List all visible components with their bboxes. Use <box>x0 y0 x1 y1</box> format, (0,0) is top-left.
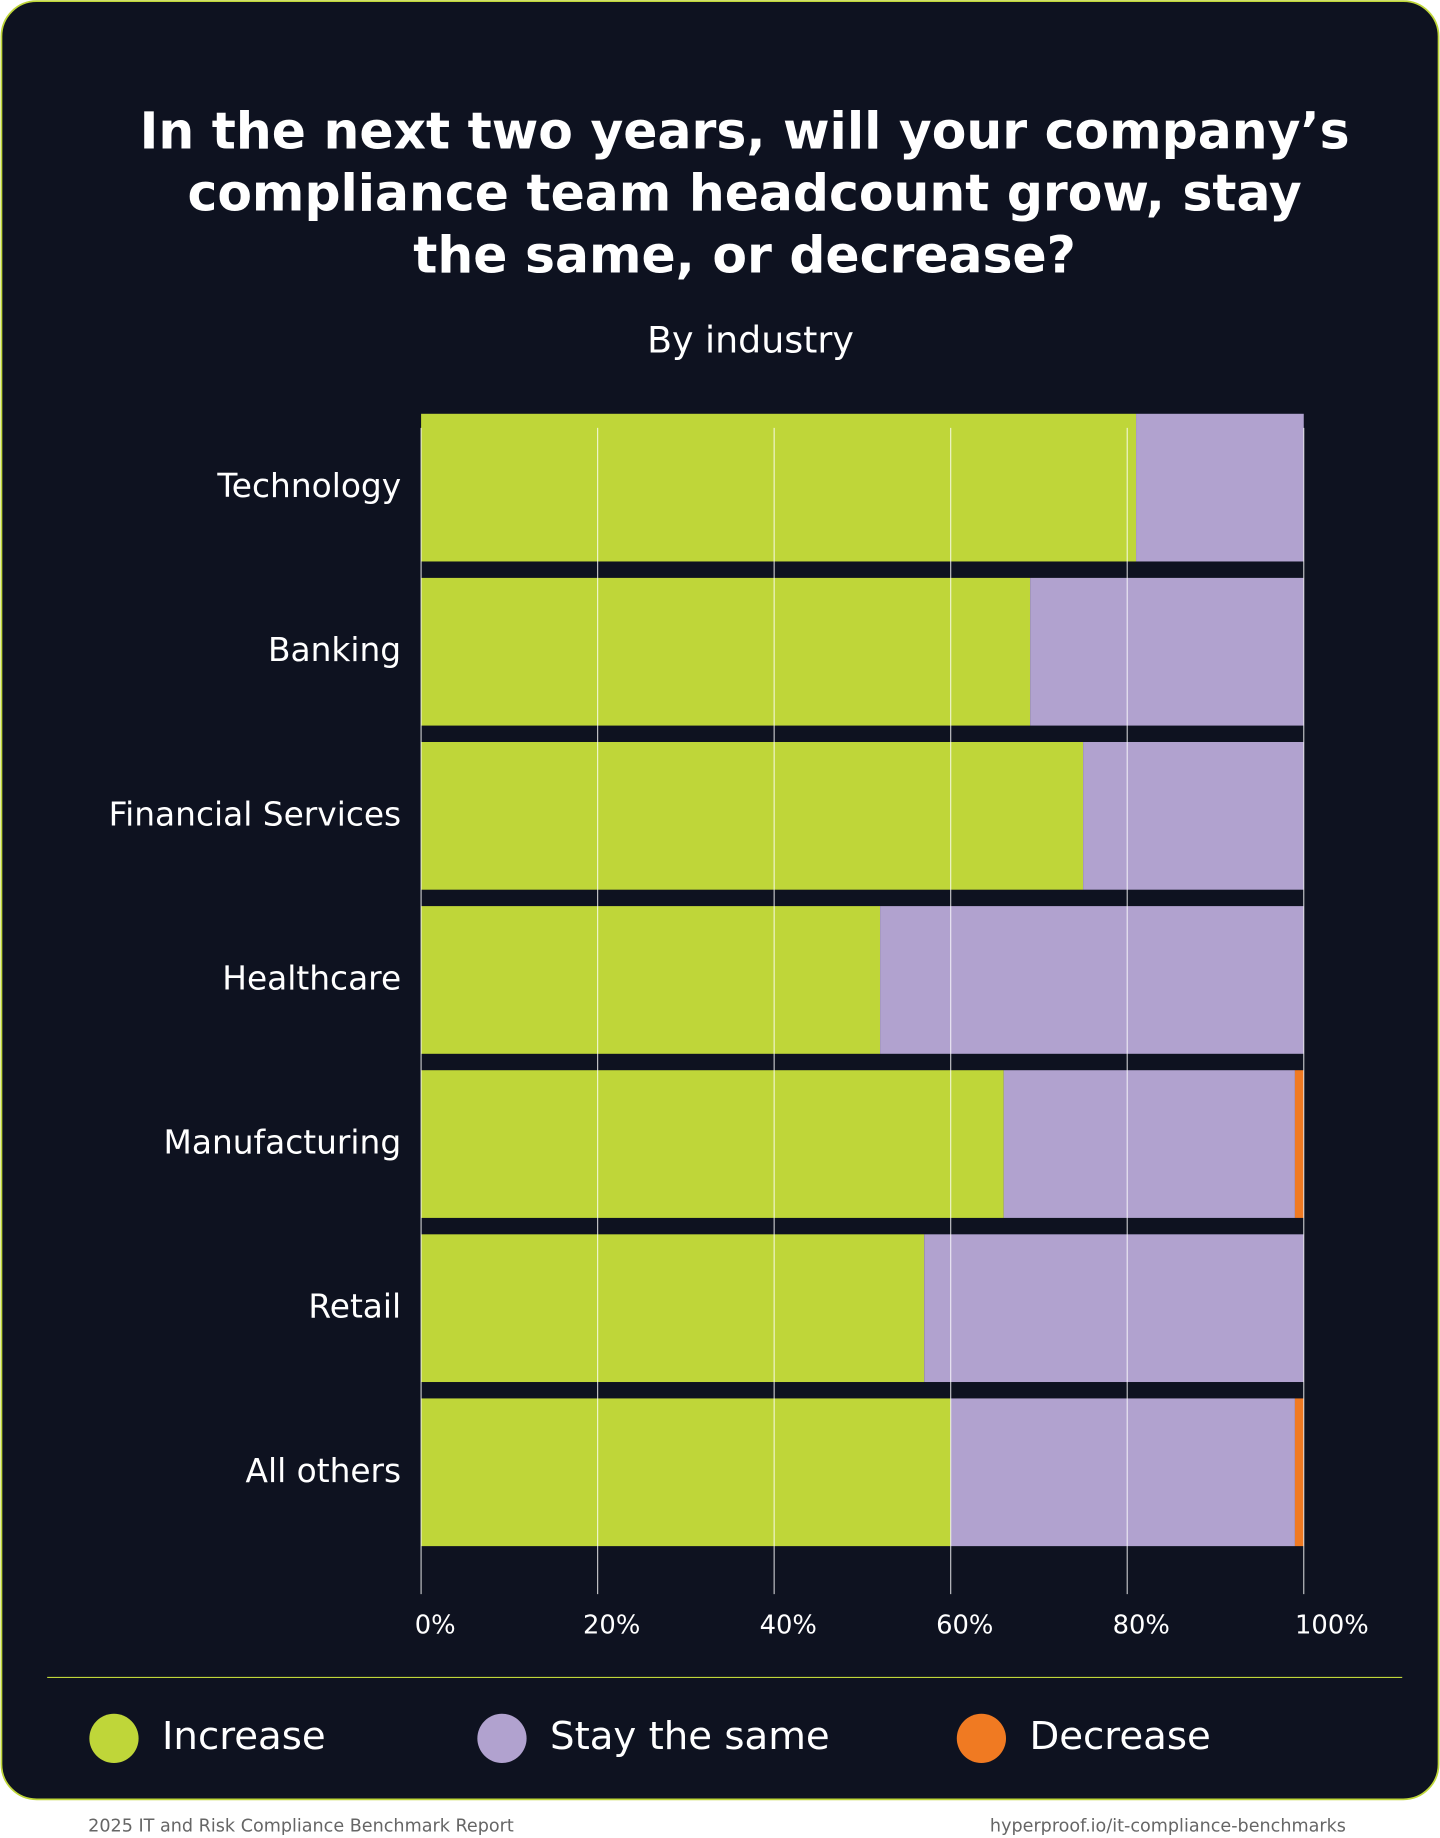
x-tick-label: 40% <box>760 1610 817 1640</box>
y-tick-label: Banking <box>268 631 401 669</box>
bar-segment <box>421 1070 1004 1218</box>
y-tick-label: Financial Services <box>109 795 401 833</box>
x-tick-label: 100% <box>1295 1610 1369 1640</box>
bar-segment <box>421 413 1137 562</box>
x-tick-label: 0% <box>415 1610 456 1640</box>
chart-subtitle: By industry <box>647 318 854 361</box>
footer: 2025 IT and Risk Compliance Benchmark Re… <box>88 1816 514 1836</box>
chart-title: In the next two years, will your company… <box>140 101 1350 160</box>
bar-segment <box>1003 1070 1295 1218</box>
bar-segment <box>421 906 881 1054</box>
bar-segment <box>1083 741 1304 890</box>
bar-segment <box>421 1234 925 1383</box>
bar-segment <box>421 1398 951 1547</box>
legend-label: Increase <box>162 1714 326 1759</box>
chart-title: the same, or decrease? <box>413 226 1076 285</box>
bar-segment <box>421 577 1031 726</box>
legend-swatch <box>89 1713 139 1763</box>
bar-segment <box>950 1398 1295 1547</box>
bar-segment <box>924 1234 1304 1383</box>
x-tick-label: 80% <box>1113 1610 1170 1640</box>
y-tick-label: Manufacturing <box>164 1124 402 1162</box>
y-tick-label: Technology <box>216 467 401 505</box>
bar-segment <box>1294 1398 1304 1547</box>
legend-swatch <box>956 1713 1007 1763</box>
y-tick-label: Retail <box>308 1288 401 1326</box>
legend-swatch <box>477 1713 527 1763</box>
bar-segment <box>1136 413 1304 562</box>
x-tick-label: 60% <box>936 1610 993 1640</box>
x-tick-label: 20% <box>583 1610 640 1640</box>
chart-title: compliance team headcount grow, stay <box>187 163 1301 222</box>
legend-label: Stay the same <box>550 1714 830 1759</box>
bar-segment <box>880 906 1304 1054</box>
bar-segment <box>1294 1070 1304 1218</box>
footer: hyperproof.io/it-compliance-benchmarks <box>990 1816 1346 1836</box>
y-tick-label: All others <box>246 1452 402 1490</box>
y-tick-label: Healthcare <box>222 959 401 997</box>
bar-segment <box>1030 577 1304 726</box>
legend-label: Decrease <box>1029 1714 1210 1759</box>
bar-segment <box>421 741 1084 890</box>
